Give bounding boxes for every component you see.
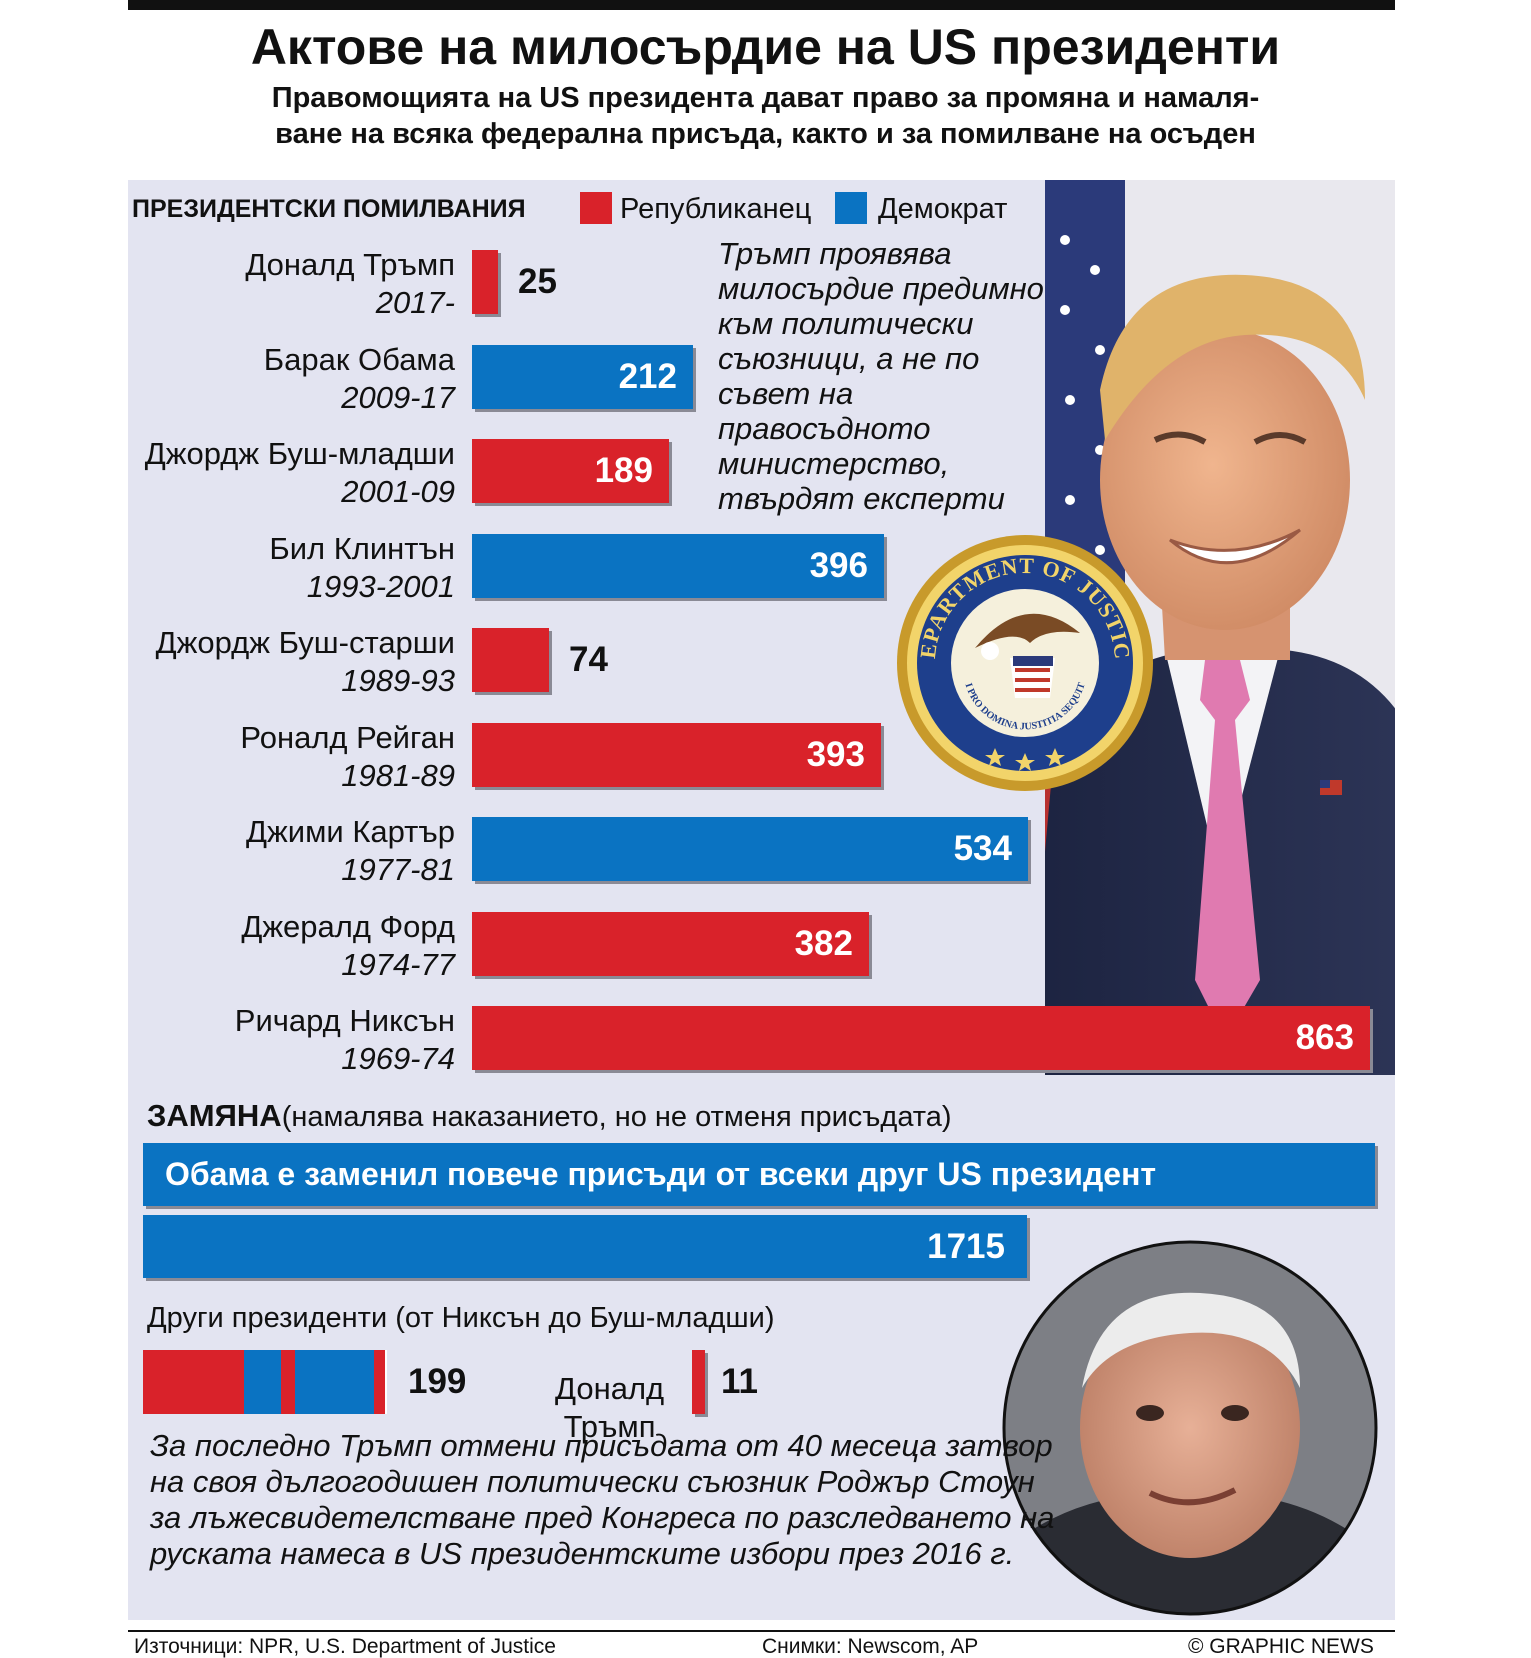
pardon-bar	[472, 628, 549, 692]
legend-republican-label: Републиканец	[620, 193, 812, 225]
pardon-value: 74	[569, 640, 608, 679]
obama-commutation-banner: Обама е заменил повече присъди от всеки …	[143, 1143, 1375, 1206]
stone-portrait-icon	[1002, 1240, 1378, 1616]
subtitle-line-1: Правомощията на US президента дават прав…	[271, 82, 1260, 114]
others-segment	[374, 1350, 387, 1414]
president-years: 2017-	[375, 285, 455, 320]
pardon-value: 534	[953, 829, 1012, 868]
trump-commutation-bar	[692, 1350, 705, 1414]
doj-seal: DEPARTMENT OF JUSTICE QUI PRO DOMINA JUS…	[887, 513, 1155, 793]
stone-note: За последно Тръмп отмени присъдата от 40…	[150, 1428, 1055, 1571]
pardon-bar	[472, 911, 869, 976]
president-name: Роналд Рейган	[240, 719, 455, 755]
pardon-value: 863	[1295, 1018, 1354, 1057]
others-segment	[143, 1350, 221, 1414]
legend-heading: ПРЕЗИДЕНТСКИ ПОМИЛВАНИЯ	[132, 195, 526, 223]
president-years: 2009-17	[341, 379, 455, 415]
commutation-heading-bold: ЗАМЯНА	[147, 1098, 282, 1133]
president-years: 1977-81	[341, 852, 455, 887]
president-name: Доналд Тръмп	[245, 247, 455, 282]
commutation-heading: ЗАМЯНА(намалява наказанието, но не отмен…	[147, 1098, 952, 1135]
pardon-bar	[472, 344, 693, 409]
others-segment	[219, 1350, 246, 1414]
president-name: Джералд Форд	[241, 908, 455, 944]
trump-photo	[1045, 180, 1395, 1075]
others-segment	[295, 1350, 376, 1414]
stone-photo	[1000, 1238, 1380, 1618]
commutation-heading-note: (намалява наказанието, но не отменя прис…	[281, 1101, 952, 1133]
quote-text: Тръмп проявява милосърдие предимно към п…	[718, 236, 1044, 516]
pardon-bar	[472, 1006, 1370, 1070]
pardon-value: 25	[518, 262, 557, 301]
legend-democrat-label: Демократ	[878, 193, 1008, 225]
obama-commutation-bar	[143, 1215, 1027, 1278]
president-name: Джордж Буш-младши	[144, 436, 455, 471]
page-subtitle: Правомощията на US президента дават прав…	[140, 80, 1391, 152]
top-rule	[128, 0, 1395, 10]
pardon-value: 393	[806, 734, 865, 774]
pardon-bar	[472, 533, 884, 598]
others-commutation-value: 199	[408, 1362, 467, 1401]
subtitle-line-2: ване на всяка федерална присъда, както и…	[275, 118, 1256, 150]
footer-rule	[128, 1630, 1395, 1632]
president-years: 1981-89	[341, 757, 455, 793]
pardon-bar	[472, 439, 669, 503]
trump-commutation-value: 11	[721, 1362, 758, 1401]
footer-photos: Снимки: Newscom, AP	[762, 1635, 979, 1658]
president-years: 1974-77	[341, 946, 455, 982]
page-title: Актове на милосърдие на US президенти	[250, 19, 1281, 75]
legend-republican-swatch	[580, 192, 612, 224]
others-segment	[244, 1350, 283, 1414]
president-name: Бил Клинтън	[269, 530, 455, 566]
president-years: 1993-2001	[306, 568, 455, 604]
president-years: 1989-93	[341, 663, 455, 698]
legend-democrat-swatch	[835, 192, 867, 224]
footer-credit: © GRAPHIC NEWS	[1188, 1635, 1374, 1658]
pardon-bar	[472, 817, 1028, 881]
trump-label-line-1: Доналд	[555, 1371, 665, 1406]
footer-sources: Източници: NPR, U.S. Department of Justi…	[134, 1635, 556, 1658]
trump-commutation-label: Доналд Тръмп	[555, 1370, 664, 1446]
president-name: Джордж Буш-старши	[155, 625, 455, 660]
pardon-bar	[472, 250, 498, 314]
obama-banner-text: Обама е заменил повече присъди от всеки …	[165, 1156, 1157, 1192]
others-label: Други президенти (от Никсън до Буш-младш…	[147, 1302, 775, 1334]
pardon-value: 396	[809, 545, 868, 585]
president-name: Джими Картър	[246, 814, 455, 849]
pardon-value: 382	[794, 923, 853, 963]
pardon-value: 212	[618, 356, 677, 396]
trump-label-line-2: Тръмп	[563, 1409, 656, 1444]
president-name: Барак Обама	[263, 341, 455, 377]
pardon-value: 189	[594, 451, 653, 490]
president-name: Ричард Никсън	[234, 1003, 455, 1038]
pardon-bar	[472, 722, 881, 787]
president-years: 2001-09	[341, 474, 455, 509]
trump-portrait-icon	[1045, 180, 1395, 1075]
doj-seal-icon: DEPARTMENT OF JUSTICE QUI PRO DOMINA JUS…	[887, 513, 1153, 791]
president-years: 1969-74	[341, 1041, 455, 1076]
obama-commutation-value: 1715	[927, 1227, 1005, 1266]
